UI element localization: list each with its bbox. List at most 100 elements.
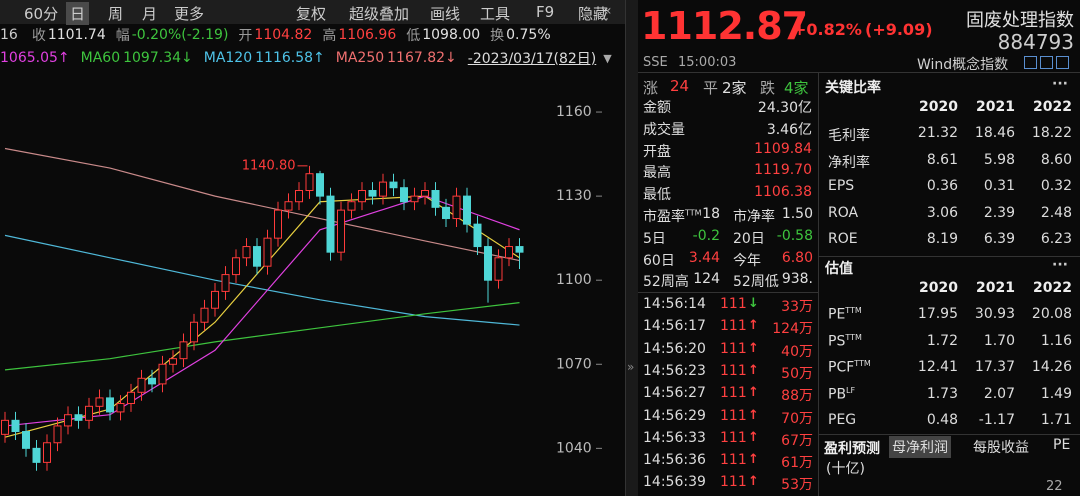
quote-value: 0.75% [506, 27, 551, 43]
candle-body [358, 190, 366, 203]
pair-label: 市净率 [733, 206, 775, 226]
year-header: 2020 [919, 99, 958, 115]
row-label-text: EPS [828, 178, 855, 194]
period-tab[interactable]: 更多 [174, 5, 205, 23]
quote-value: 1106.96 [338, 27, 397, 43]
trade-arrow: ↑ [748, 362, 759, 378]
tool-button[interactable]: 隐藏 [578, 5, 609, 23]
more-icon[interactable]: ··· [1052, 257, 1068, 273]
tool-button[interactable]: 复权 [296, 5, 327, 23]
candle-body [95, 397, 104, 407]
cell: 1.72 [926, 332, 958, 349]
forecast-tab[interactable]: PE [1053, 437, 1071, 453]
forecast-unit: (十亿) [826, 461, 865, 477]
tool-button[interactable]: 画线 [430, 5, 461, 23]
change-pct: +0.82% [793, 20, 862, 39]
quote-value: 1101.74 [47, 27, 106, 43]
quote-label: 收 [31, 28, 46, 44]
row-label: 净利率 [828, 152, 870, 172]
divider-valuation [819, 434, 1080, 435]
row-label-sup: TTM [845, 306, 862, 315]
trade-price: 111 [720, 362, 747, 379]
cell: 17.95 [917, 306, 958, 322]
candle-body [137, 377, 146, 393]
pair-label-text: 5日 [643, 230, 666, 247]
pair-label-text: 今年 [733, 252, 761, 269]
peak-label: 1140.80 [242, 158, 296, 173]
cell: 30.93 [974, 306, 1015, 322]
dropdown-icon: ▼ [603, 51, 612, 65]
trade-time: 14:56:20 [643, 340, 706, 357]
candle-body [295, 190, 303, 203]
candle-body [452, 195, 461, 220]
separator-strip [625, 0, 638, 496]
candle-body [11, 419, 20, 433]
pair-label: 5日 [643, 228, 666, 248]
row-label: 毛利率 [828, 125, 870, 145]
stat-value: 1109.84 [754, 140, 812, 157]
trade-time: 14:56:17 [643, 318, 706, 335]
stat-label: 金额 [643, 100, 671, 116]
candle-body [305, 173, 314, 192]
row-label-sup: TTM [845, 332, 862, 342]
stat-label: 成交量 [643, 121, 685, 138]
period-tab[interactable]: 月 [142, 5, 158, 23]
expand-icon[interactable]: » [627, 360, 635, 374]
year-header: 2021 [976, 280, 1015, 296]
candle-body [190, 321, 198, 343]
y-tick-label: 1040 [556, 440, 592, 456]
candle-body [1, 419, 9, 435]
trade-price: 111 [720, 407, 747, 424]
row-label-text: ROE [828, 231, 858, 247]
ma-line [4, 195, 520, 438]
cell: 17.37 [974, 359, 1015, 375]
market: SSE [643, 55, 668, 70]
trade-volume: 40万 [781, 343, 813, 360]
tool-button[interactable]: 工具 [480, 5, 511, 23]
year-header: 2022 [1033, 280, 1072, 296]
candle-body [473, 223, 482, 248]
index-code: 884793 [997, 30, 1074, 54]
cell: 2.48 [1040, 204, 1072, 221]
collapse-icon[interactable]: « [603, 3, 612, 19]
tool-button[interactable]: F9 [536, 3, 555, 21]
index-type: Wind概念指数 [917, 57, 1009, 73]
candle-body [505, 246, 513, 259]
trade-volume: 33万 [781, 299, 813, 315]
forecast-tab[interactable]: 每股收益 [973, 440, 1029, 456]
candle-body [337, 209, 345, 253]
pair-label: 20日 [733, 228, 765, 248]
period-tab[interactable]: 60分 [24, 5, 59, 23]
period-tab[interactable]: 日 [66, 2, 90, 25]
icon[interactable] [1040, 56, 1053, 69]
trade-volume: 53万 [781, 477, 813, 494]
icon[interactable] [1024, 56, 1037, 69]
row-label-sup: TTM [854, 359, 871, 368]
icon[interactable] [1056, 56, 1069, 69]
quote-label: 高 [322, 28, 337, 44]
trade-price: 111 [720, 296, 747, 312]
candle-body [326, 195, 335, 253]
index-icons[interactable] [1024, 56, 1069, 69]
candle-body [232, 257, 240, 276]
candle-body [242, 246, 251, 259]
table-title: 关键比率 [825, 80, 881, 96]
divider-h [638, 72, 1080, 73]
row-label-sup: LF [846, 385, 856, 395]
trade-arrow: ↑ [748, 474, 759, 490]
trade-arrow: ↑ [748, 429, 759, 445]
forecast-tab[interactable]: 母净利润 [889, 436, 951, 458]
candle-body [116, 403, 125, 413]
cell: 6.39 [983, 231, 1015, 247]
trade-volume: 67万 [781, 432, 813, 449]
tool-button[interactable]: 超级叠加 [349, 5, 410, 23]
trade-volume: 61万 [781, 455, 813, 472]
trade-time: 14:56:36 [643, 452, 706, 469]
row-label: PCFTTM [828, 359, 871, 376]
more-icon[interactable]: ··· [1052, 76, 1068, 92]
row-label: PEG [828, 412, 856, 428]
candle-body [127, 391, 135, 405]
period-tab[interactable]: 周 [108, 5, 124, 23]
candle-body [22, 431, 30, 449]
pair-value: 3.44 [688, 249, 720, 266]
